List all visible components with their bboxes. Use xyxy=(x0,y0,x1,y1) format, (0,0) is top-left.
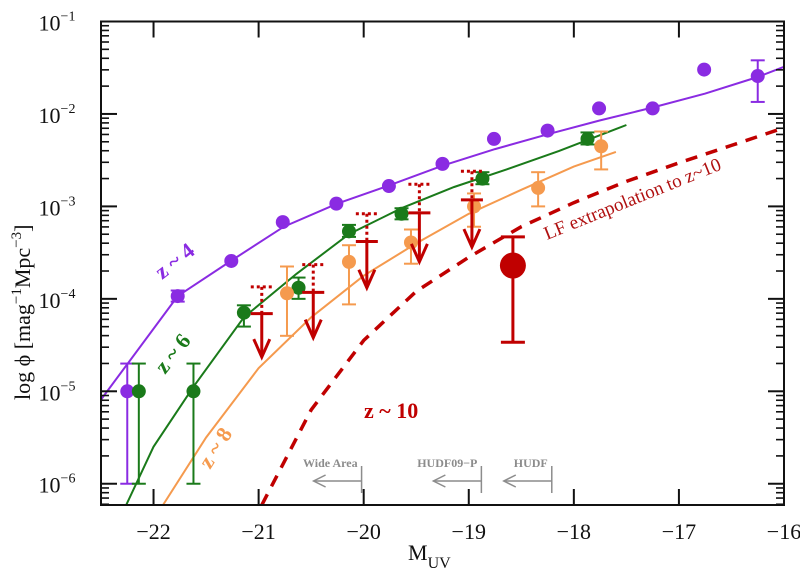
data-point xyxy=(329,196,344,211)
data-point xyxy=(531,180,546,195)
series-label-z6: z ~ 6 xyxy=(149,329,195,378)
x-tick-label: −21 xyxy=(241,519,275,544)
y-tick-label: 10−1 xyxy=(39,10,76,36)
y-tick-label: 10−2 xyxy=(39,102,76,128)
data-point xyxy=(170,289,185,304)
y-tick-label: 10−3 xyxy=(39,194,76,220)
axes-layer: −22 −21 −20 −19 −18 −17 −16 10−1 10−2 10−3 10−4 10−… xyxy=(39,10,800,545)
y-tick-label: 10−4 xyxy=(39,287,76,313)
left-arrow-icon xyxy=(311,474,326,488)
limit-label: Wide Area xyxy=(303,456,358,470)
series-label-z4: z ~ 4 xyxy=(150,238,199,284)
data-point xyxy=(499,252,526,279)
data-point xyxy=(467,199,482,214)
curve-z-4 xyxy=(101,65,784,401)
data-point xyxy=(594,139,609,154)
data-point xyxy=(275,215,290,230)
curve-z-8 xyxy=(162,150,617,505)
x-tick-label: −16 xyxy=(767,519,800,544)
down-arrow-icon xyxy=(252,338,272,361)
x-tick-label: −17 xyxy=(662,519,696,544)
data-point xyxy=(279,286,294,301)
y-tick-label: 10−5 xyxy=(39,379,76,405)
series-label-z10: z ~ 10 xyxy=(364,398,418,423)
data-point xyxy=(186,384,201,399)
data-point xyxy=(750,69,765,84)
data-point xyxy=(645,101,660,116)
x-tick-label: −19 xyxy=(452,519,486,544)
data-point xyxy=(341,254,356,269)
data-point xyxy=(236,305,251,320)
data-point xyxy=(291,280,306,295)
data-point xyxy=(120,384,135,399)
y-tick-label: 10−6 xyxy=(39,472,76,498)
plot-frame xyxy=(100,20,785,506)
data-point xyxy=(341,224,356,239)
limit-label: HUDF xyxy=(514,456,548,470)
series-label-z8: z ~ 8 xyxy=(193,423,237,473)
y-axis-title: log ϕ [mag−1Mpc−3] xyxy=(9,225,35,401)
curve-lf-extrapolation-to-z-10 xyxy=(260,126,784,505)
data-point xyxy=(131,384,146,399)
curves-layer xyxy=(101,65,784,505)
left-arrow-icon xyxy=(431,474,446,488)
limit-label: HUDF09−P xyxy=(417,456,477,470)
data-point xyxy=(394,206,409,221)
data-point xyxy=(697,62,712,77)
data-point xyxy=(580,131,595,146)
data-point xyxy=(475,171,490,186)
data-point xyxy=(540,123,555,138)
down-arrow-icon xyxy=(303,319,323,342)
data-point xyxy=(435,156,450,171)
down-arrow-icon xyxy=(357,269,377,292)
data-point xyxy=(403,235,418,250)
left-arrow-icon xyxy=(502,474,517,488)
x-axis-title: MUV xyxy=(408,540,451,572)
x-tick-label: −18 xyxy=(557,519,591,544)
data-point xyxy=(592,101,607,116)
annotations-layer: Wide Area HUDF09−P HUDF xyxy=(303,456,553,493)
data-point xyxy=(486,131,501,146)
x-axis-title-sub: UV xyxy=(428,555,452,572)
data-point xyxy=(381,179,396,194)
down-arrow-icon xyxy=(410,243,429,266)
data-point xyxy=(224,253,239,268)
x-tick-label: −20 xyxy=(346,519,380,544)
marks-layer xyxy=(120,59,765,485)
x-tick-label: −22 xyxy=(136,519,170,544)
down-arrow-icon xyxy=(462,228,482,251)
